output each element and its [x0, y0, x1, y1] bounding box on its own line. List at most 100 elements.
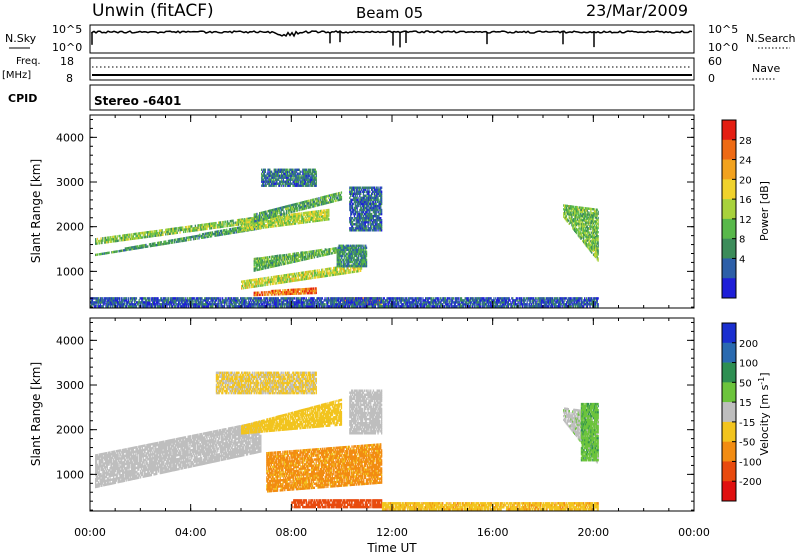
- power-cell: [228, 228, 231, 231]
- power-cell: [267, 256, 269, 259]
- power-cell: [312, 220, 314, 223]
- power-cell: [356, 264, 358, 268]
- power-cell: [130, 248, 132, 251]
- power-cell: [259, 217, 262, 220]
- power-cell: [131, 297, 133, 300]
- power-cell: [287, 261, 289, 265]
- power-cell: [280, 222, 282, 225]
- power-cell: [166, 301, 168, 304]
- power-cell: [138, 299, 140, 302]
- power-cell: [278, 174, 280, 177]
- power-cell: [341, 303, 343, 306]
- power-cell: [97, 299, 99, 302]
- power-cell: [277, 289, 279, 292]
- power-cell: [372, 301, 375, 304]
- power-cell: [288, 275, 291, 279]
- power-cell: [201, 236, 203, 239]
- power-cell: [210, 299, 212, 302]
- power-cell: [360, 260, 362, 264]
- power-cell: [360, 267, 362, 270]
- power-cell: [240, 301, 243, 304]
- power-cell: [351, 248, 353, 251]
- power-cell: [362, 256, 364, 260]
- power-cell: [337, 262, 339, 266]
- power-cell: [303, 203, 305, 206]
- power-cell: [282, 291, 284, 294]
- power-cell: [230, 222, 232, 225]
- power-cell: [175, 240, 178, 244]
- power-cell: [301, 253, 303, 256]
- power-cell: [233, 227, 235, 230]
- power-cell: [235, 305, 237, 308]
- power-cell: [293, 218, 295, 222]
- power-cell: [274, 210, 276, 213]
- power-cell: [192, 299, 194, 302]
- power-cell: [315, 219, 317, 223]
- power-cell: [264, 174, 266, 177]
- power-cell: [157, 241, 159, 245]
- power-cell: [124, 238, 126, 241]
- power-cell: [327, 297, 329, 300]
- power-cell: [248, 228, 250, 231]
- power-cell: [300, 297, 302, 300]
- power-cell: [357, 256, 359, 260]
- power-cell: [283, 168, 285, 171]
- power-cell: [299, 204, 301, 207]
- power-cell: [303, 271, 305, 274]
- power-cell: [343, 299, 345, 302]
- power-cell: [350, 254, 352, 258]
- power-cell: [210, 235, 212, 238]
- power-cell: [112, 297, 114, 300]
- power-cell: [386, 301, 388, 304]
- power-cell: [353, 262, 355, 266]
- power-cell: [256, 282, 258, 286]
- power-cell: [277, 305, 279, 308]
- power-cell: [289, 206, 291, 209]
- power-cell: [312, 287, 315, 290]
- power-cell: [353, 252, 355, 256]
- power-cell: [336, 194, 338, 198]
- power-cell: [333, 269, 336, 272]
- power-cell: [253, 291, 255, 295]
- power-cell: [103, 252, 105, 255]
- power-cell: [337, 299, 339, 302]
- power-cell: [357, 301, 359, 304]
- power-cell: [118, 301, 120, 304]
- power-cell: [253, 305, 255, 308]
- power-cell: [192, 297, 194, 300]
- power-cell: [270, 221, 272, 225]
- power-cell: [268, 278, 271, 281]
- power-cell: [182, 305, 184, 308]
- power-cell: [294, 277, 296, 280]
- power-cell: [287, 280, 289, 283]
- power-cell: [315, 289, 317, 292]
- power-cell: [294, 220, 296, 223]
- power-cell: [335, 266, 337, 269]
- power-cell: [275, 182, 277, 185]
- power-cell: [257, 223, 259, 226]
- power-cell: [279, 254, 281, 257]
- power-cell: [253, 215, 255, 219]
- power-cell: [121, 236, 123, 240]
- power-cell: [352, 270, 355, 274]
- power-cell: [339, 248, 341, 251]
- power-cell: [266, 303, 269, 306]
- power-cell: [109, 301, 112, 304]
- power-cell: [326, 253, 328, 256]
- power-cell: [259, 211, 262, 215]
- power-cell: [280, 297, 282, 300]
- power-cell: [200, 305, 202, 308]
- power-cell: [162, 233, 164, 236]
- power-cell: [365, 262, 367, 266]
- power-cell: [211, 303, 213, 306]
- power-cell: [98, 301, 100, 304]
- power-cell: [120, 236, 122, 240]
- power-cell: [319, 299, 321, 302]
- power-cell: [221, 303, 223, 306]
- power-cell: [212, 301, 214, 304]
- power-cell: [304, 180, 307, 183]
- power-cell: [326, 201, 328, 205]
- power-cell: [116, 305, 118, 308]
- power-cell: [293, 288, 295, 291]
